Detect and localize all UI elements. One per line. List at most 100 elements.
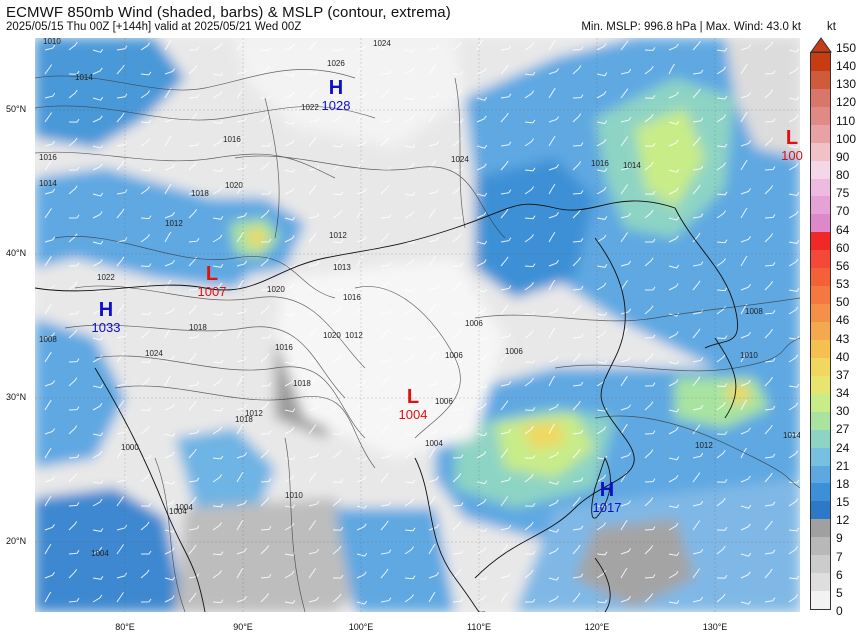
colorbar-unit: kt — [827, 21, 836, 33]
isobar-label: 1018 — [189, 323, 207, 332]
colorbar-segment — [811, 268, 830, 287]
colorbar-segment — [811, 106, 830, 126]
isobar-label: 1010 — [740, 351, 758, 360]
colorbar-label: 37 — [836, 367, 850, 382]
isobar-label: 1004 — [91, 549, 109, 558]
lat-label-50n: 50°N — [6, 104, 27, 114]
isobar-label: 1018 — [293, 379, 311, 388]
colorbar-segment — [811, 160, 830, 180]
high-pressure-center: H 1028 — [322, 78, 351, 112]
isobar-label: 1004 — [175, 503, 193, 512]
isobar-label: 1000 — [121, 443, 139, 452]
colorbar-label: 7 — [836, 549, 843, 564]
colorbar-segment — [811, 88, 830, 108]
lon-label-120e: 120°E — [584, 622, 610, 632]
isobar-label: 1024 — [373, 39, 391, 48]
colorbar-label: 50 — [836, 295, 850, 310]
colorbar-label: 5 — [836, 585, 843, 600]
colorbar-label: 21 — [836, 458, 850, 473]
colorbar-segment — [811, 286, 830, 305]
colorbar-label: 12 — [836, 513, 850, 528]
colorbar-segment — [811, 196, 830, 215]
isobar-label: 1012 — [345, 331, 363, 340]
isobar-label: 1006 — [465, 319, 483, 328]
pressure-value: 100 — [781, 148, 803, 163]
colorbar-label: 43 — [836, 331, 850, 346]
isobar-label: 1006 — [505, 347, 523, 356]
pressure-letter: H — [599, 479, 615, 501]
isobar-label: 1013 — [333, 263, 351, 272]
colorbar-segment — [811, 250, 830, 269]
colorbar-label: 150 — [836, 41, 857, 55]
isobar-label: 1008 — [745, 307, 763, 316]
isobar-label: 1016 — [591, 159, 609, 168]
colorbar-segment — [811, 483, 830, 502]
low-pressure-center: L 1004 — [399, 387, 428, 421]
isobar-label: 1014 — [783, 431, 800, 440]
isobar-label: 1012 — [245, 409, 263, 418]
colorbar-segment — [811, 214, 830, 233]
graticule — [35, 38, 800, 612]
lon-label-90e: 90°E — [233, 622, 253, 632]
isobar-label: 1018 — [191, 189, 209, 198]
map-canvas: 1010 1014 1016 1014 1018 1012 1016 1020 1026 1024… — [35, 38, 800, 612]
pressure-letter: L — [406, 386, 420, 408]
colorbar-label: 9 — [836, 531, 843, 546]
isobar-label: 1024 — [451, 155, 469, 164]
weather-map: 1010 1014 1016 1014 1018 1012 1016 1020 1026 1024… — [35, 38, 800, 612]
colorbar-label: 140 — [836, 59, 857, 74]
colorbar-extend-arrow — [810, 37, 832, 53]
colorbar-segment — [811, 429, 830, 449]
colorbar-segment — [811, 465, 830, 484]
isobar-label: 1016 — [39, 153, 57, 162]
colorbar-label: 120 — [836, 95, 857, 110]
isobar-label: 1024 — [145, 349, 163, 358]
colorbar-segment — [811, 357, 830, 377]
colorbar-label: 110 — [836, 113, 856, 128]
pressure-value: 1028 — [321, 98, 351, 113]
isobar-label: 1010 — [285, 491, 303, 500]
colorbar-label: 53 — [836, 277, 850, 292]
colorbar-segment — [811, 142, 830, 162]
isobar-label: 1008 — [39, 335, 57, 344]
colorbar-label: 30 — [836, 404, 850, 419]
colorbar-label: 34 — [836, 386, 850, 401]
colorbar-segment — [811, 53, 830, 72]
colorbar-segment — [811, 124, 830, 144]
colorbar-label: 15 — [836, 495, 850, 510]
isobar-label: 1004 — [169, 507, 187, 516]
lon-label-110e: 110°E — [467, 622, 491, 632]
isobar-label: 1022 — [301, 103, 319, 112]
colorbar-label: 64 — [836, 222, 850, 237]
colorbar-label: 75 — [836, 186, 850, 201]
colorbar-segment — [811, 322, 830, 341]
colorbar-segment — [811, 232, 830, 251]
isobar-label: 1020 — [225, 181, 243, 190]
colorbar-label: 130 — [836, 77, 857, 92]
low-pressure-center: L 100 — [781, 128, 803, 162]
isobar-label: 1026 — [327, 59, 345, 68]
colorbar-label: 6 — [836, 567, 843, 582]
lat-label-30n: 30°N — [6, 392, 27, 402]
colorbar — [810, 52, 831, 610]
colorbar-label: 24 — [836, 440, 850, 455]
isobar-label: 1014 — [623, 161, 641, 170]
isobar-label: 1016 — [343, 293, 361, 302]
colorbar-segment — [811, 447, 830, 466]
isobar-label: 1006 — [435, 397, 453, 406]
chart-title: ECMWF 850mb Wind (shaded, barbs) & MSLP … — [6, 4, 451, 21]
colorbar-segment — [811, 555, 830, 574]
colorbar-label: 46 — [836, 313, 850, 328]
colorbar-label: 90 — [836, 149, 850, 164]
isobar-label: 1014 — [39, 179, 57, 188]
valid-time-subtitle: 2025/05/15 Thu 00Z [+144h] valid at 2025… — [6, 21, 302, 33]
isobar-label: 1022 — [97, 273, 115, 282]
colorbar-label: 70 — [836, 204, 850, 219]
lat-label-20n: 20°N — [6, 536, 27, 546]
isobar-label: 1016 — [275, 343, 293, 352]
colorbar-segment — [811, 393, 830, 413]
colorbar-label: 56 — [836, 258, 850, 273]
lon-label-130e: 130°E — [702, 622, 728, 632]
isobar-labels: 1010 1014 1016 1014 1018 1012 1016 1020 1026 1024… — [39, 38, 800, 558]
pressure-value: 1004 — [398, 407, 428, 422]
